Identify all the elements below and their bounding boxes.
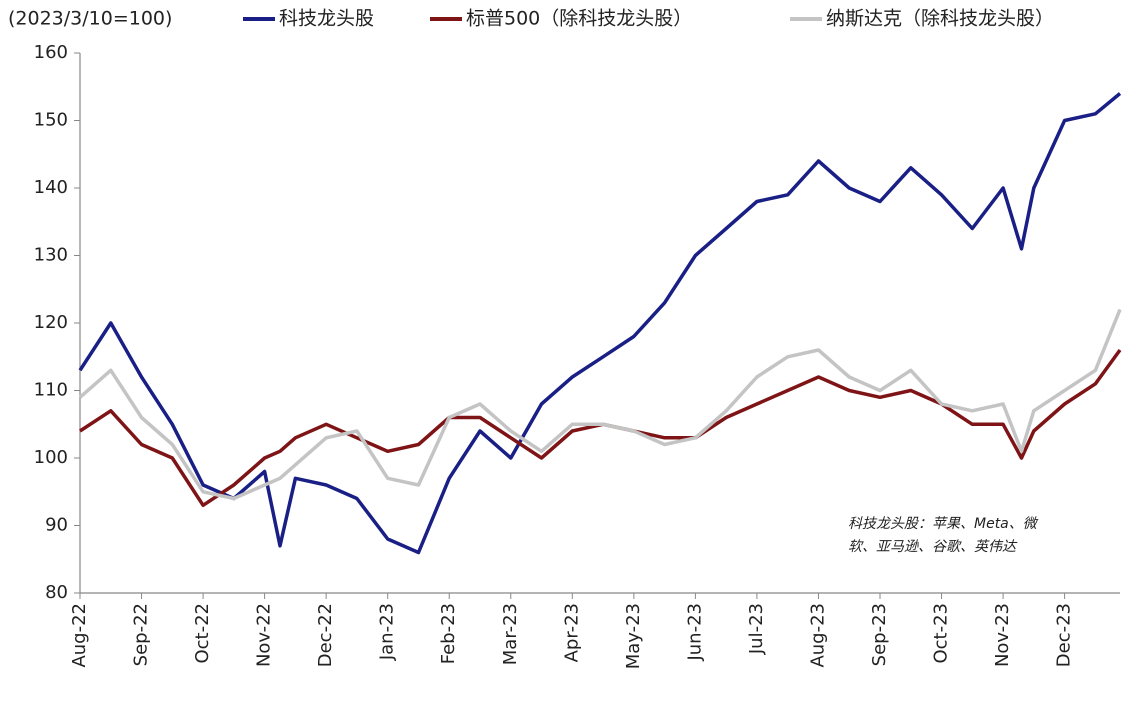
series-line [78,308,1122,501]
x-tick-label: Dec-23 [1054,603,1075,667]
x-tick-label: Aug-22 [69,603,90,668]
legend-label: 科技龙头股 [279,8,374,30]
x-tick-label: Jan-23 [377,603,398,661]
series-line [79,348,1122,508]
x-tick-label: Sep-22 [131,603,152,666]
annotation: 科技龙头股：苹果、Meta、微 [848,516,1039,532]
x-tick-label: Oct-23 [931,603,952,664]
series-line [78,92,1122,555]
x-tick-label: Dec-22 [315,603,336,667]
y-tick-label: 150 [34,110,68,131]
y-tick-label: 130 [34,245,68,266]
x-tick-label: Sep-23 [869,603,890,666]
x-tick-label: Feb-23 [438,603,459,664]
x-tick-label: Aug-23 [807,603,828,668]
x-tick-label: Apr-23 [561,603,582,662]
x-tick-label: Nov-22 [254,603,275,667]
x-tick-label: Mar-23 [500,603,521,665]
y-tick-label: 80 [45,582,68,603]
subtitle: (2023/3/10=100) [8,8,172,30]
x-tick-label: Jul-23 [746,603,767,655]
x-tick-label: Nov-23 [992,603,1013,667]
y-tick-label: 90 [45,515,68,536]
annotation: 软、亚马逊、谷歌、英伟达 [848,539,1018,555]
legend-label: 标普500（除科技龙头股） [466,8,692,30]
x-tick-label: Oct-22 [192,603,213,664]
x-tick-label: Jun-23 [684,603,705,662]
y-tick-label: 110 [34,380,68,401]
y-tick-label: 160 [34,42,68,63]
legend-label: 纳斯达克（除科技龙头股） [826,8,1054,30]
y-tick-label: 140 [34,177,68,198]
y-tick-label: 100 [34,447,68,468]
y-tick-label: 120 [34,312,68,333]
x-tick-label: May-23 [623,603,644,669]
